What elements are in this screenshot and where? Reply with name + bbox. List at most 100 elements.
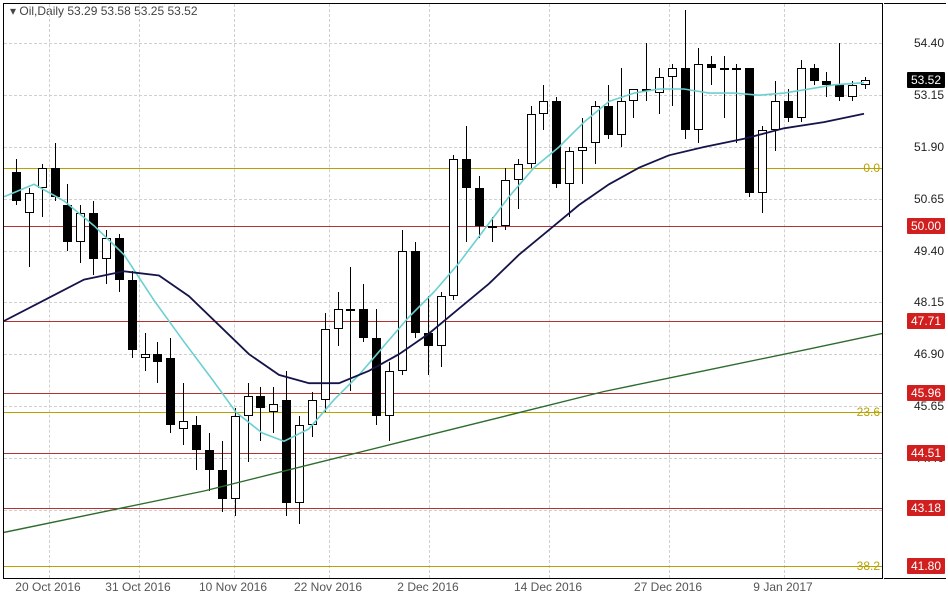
candle-body xyxy=(12,172,21,201)
gridline-v xyxy=(49,4,50,578)
gridline-v xyxy=(669,4,670,578)
ohlc-h: 53.58 xyxy=(101,4,131,18)
ma-fast xyxy=(4,83,864,442)
gridline-h xyxy=(4,251,882,252)
ma-slow xyxy=(4,334,882,533)
candle-body xyxy=(153,354,162,362)
candle-body xyxy=(38,168,47,189)
candle-body xyxy=(282,400,291,504)
gridline-v xyxy=(329,4,330,578)
candle-body xyxy=(424,333,433,345)
candle-wick xyxy=(157,342,158,383)
candle-body xyxy=(231,416,240,499)
candle-body xyxy=(707,64,716,68)
candle-body xyxy=(861,80,870,85)
candle-body xyxy=(269,404,278,412)
y-tick-label: 53.15 xyxy=(914,88,944,102)
price-level-line xyxy=(4,508,882,509)
candle-body xyxy=(25,193,34,214)
gridline-h xyxy=(4,354,882,355)
y-axis: 54.4053.1551.9050.6549.4048.1546.9045.65… xyxy=(884,3,946,579)
candle-wick xyxy=(145,333,146,370)
candle-body xyxy=(539,101,548,113)
candle-wick xyxy=(724,56,725,118)
fib-line xyxy=(4,412,882,413)
ohlc-c: 53.52 xyxy=(168,4,198,18)
y-tick-label: 54.40 xyxy=(914,36,944,50)
candle-body xyxy=(179,421,188,429)
candle-body xyxy=(372,338,381,417)
y-tick-label: 50.65 xyxy=(914,192,944,206)
candle-body xyxy=(810,68,819,80)
candle-body xyxy=(256,396,265,408)
fib-label: 38.2 xyxy=(857,559,880,573)
candle-body xyxy=(102,238,111,259)
candle-body xyxy=(359,309,368,338)
price-badge: 50.00 xyxy=(907,218,945,234)
candle-body xyxy=(732,68,741,70)
candle-body xyxy=(720,68,729,70)
candle-body xyxy=(565,151,574,184)
candle-body xyxy=(501,180,510,226)
candle-wick xyxy=(736,64,737,143)
ohlc-o: 53.29 xyxy=(67,4,97,18)
candle-body xyxy=(308,400,317,425)
candle-body xyxy=(668,68,677,76)
x-tick-label: 10 Nov 2016 xyxy=(199,580,267,593)
gridline-v xyxy=(139,4,140,578)
y-tick-label: 49.40 xyxy=(914,244,944,258)
candle-body xyxy=(604,106,613,135)
candle-body xyxy=(437,296,446,346)
candle-body xyxy=(398,251,407,371)
price-level-line xyxy=(4,453,882,454)
candle-wick xyxy=(492,217,493,242)
candle-body xyxy=(205,450,214,471)
price-level-line xyxy=(4,226,882,227)
price-badge: 44.51 xyxy=(907,445,945,461)
candle-body xyxy=(694,64,703,130)
candle-body xyxy=(475,188,484,225)
candle-body xyxy=(462,159,471,188)
candle-body xyxy=(835,85,844,97)
candle-body xyxy=(244,396,253,417)
candle-body xyxy=(514,164,523,181)
price-badge: 43.18 xyxy=(907,500,945,516)
candle-body xyxy=(797,68,806,118)
fib-line xyxy=(4,566,882,567)
gridline-h xyxy=(4,510,882,511)
x-tick-label: 22 Nov 2016 xyxy=(294,580,362,593)
candle-body xyxy=(822,81,831,85)
candle-body xyxy=(848,85,857,97)
gridline-h xyxy=(4,406,882,407)
candle-body xyxy=(385,371,394,417)
candle-body xyxy=(629,89,638,101)
candle-body xyxy=(63,205,72,242)
price-level-line xyxy=(4,393,882,394)
gridline-v xyxy=(784,4,785,578)
candle-body xyxy=(617,101,626,134)
chart-title: ▾ Oil,Daily 53.29 53.58 53.25 53.52 xyxy=(10,4,198,18)
candle-body xyxy=(655,77,664,94)
price-badge: 47.71 xyxy=(907,313,945,329)
candle-wick xyxy=(711,56,712,85)
x-tick-label: 20 Oct 2016 xyxy=(15,580,80,593)
candlestick-chart[interactable]: ▾ Oil,Daily 53.29 53.58 53.25 53.52 0.0 2… xyxy=(0,0,948,593)
candle-body xyxy=(192,425,201,450)
x-tick-label: 31 Oct 2016 xyxy=(105,580,170,593)
candle-body xyxy=(334,309,343,330)
candle-body xyxy=(642,89,651,91)
candle-wick xyxy=(350,267,351,391)
fib-label: 0.0 xyxy=(863,161,880,175)
candle-body xyxy=(295,425,304,504)
candle-body xyxy=(745,68,754,192)
plot-area[interactable]: ▾ Oil,Daily 53.29 53.58 53.25 53.52 0.0 2… xyxy=(3,3,883,579)
price-badge: 41.80 xyxy=(907,558,945,574)
fib-label: 23.6 xyxy=(857,405,880,419)
candle-body xyxy=(218,470,227,499)
candle-body xyxy=(166,358,175,424)
y-tick-label: 51.90 xyxy=(914,140,944,154)
candle-body xyxy=(51,168,60,197)
candle-body xyxy=(449,159,458,296)
candle-wick xyxy=(646,43,647,101)
x-tick-label: 14 Dec 2016 xyxy=(514,580,582,593)
